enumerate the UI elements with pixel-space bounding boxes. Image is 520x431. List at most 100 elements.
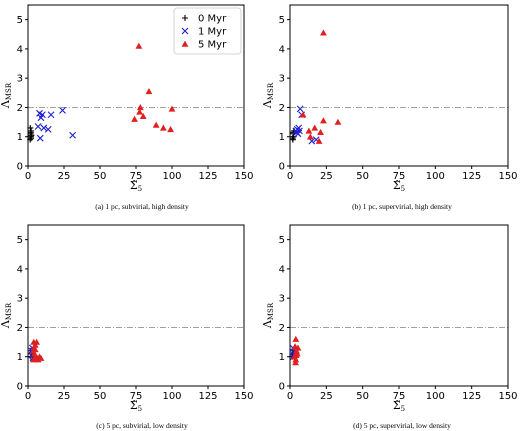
y-tick-label: 5 xyxy=(279,15,285,26)
data-point-x xyxy=(34,123,42,130)
x-tick-label: 25 xyxy=(58,171,71,182)
panel-caption: (d) 5 pc, supervirial, low density xyxy=(353,421,451,430)
data-point-x xyxy=(39,111,46,119)
y-tick-label: 1 xyxy=(17,132,23,143)
axes-frame xyxy=(289,4,509,167)
y-tick-label: 3 xyxy=(17,74,23,85)
x-tick-label: 0 xyxy=(287,171,293,182)
y-tick-label: 2 xyxy=(279,103,285,114)
legend-box xyxy=(173,7,242,55)
panel-caption: (c) 5 pc, subvirial, low density xyxy=(96,421,188,430)
x-tick-label: 75 xyxy=(130,391,143,402)
x-tick-label: 100 xyxy=(426,171,445,182)
axes-frame xyxy=(289,224,509,387)
data-point-triangle xyxy=(306,133,314,140)
y-tick-label: 4 xyxy=(279,44,285,55)
y-tick-label: 5 xyxy=(279,235,285,246)
axes-frame xyxy=(27,224,245,387)
y-tick-label: 2 xyxy=(17,103,23,114)
data-point-triangle xyxy=(294,344,302,351)
data-point-plus xyxy=(290,129,297,136)
x-tick-label: 125 xyxy=(462,391,481,402)
data-point-x xyxy=(36,134,44,142)
data-point-triangle xyxy=(152,121,160,128)
data-point-triangle xyxy=(37,354,45,361)
y-tick-label: 0 xyxy=(17,162,23,173)
data-point-triangle xyxy=(292,359,299,366)
legend-label: 1 Myr xyxy=(198,27,227,38)
y-tick-label: 0 xyxy=(279,162,285,173)
panel-caption: (a) 1 pc, subvirial, high density xyxy=(95,202,189,211)
data-point-triangle xyxy=(136,108,143,115)
y-tick-label: 1 xyxy=(279,352,285,363)
y-tick-label: 4 xyxy=(17,44,23,55)
legend-marker xyxy=(181,27,189,35)
data-point-triangle xyxy=(320,29,327,36)
x-tick-label: 50 xyxy=(94,171,107,182)
legend-marker xyxy=(181,40,189,47)
x-tick-label: 125 xyxy=(198,391,217,402)
legend-marker xyxy=(182,15,188,21)
data-point-plus xyxy=(27,129,34,136)
data-point-triangle xyxy=(145,87,153,95)
data-point-triangle xyxy=(159,124,167,131)
legend-label: 5 Myr xyxy=(198,40,227,51)
x-tick-label: 150 xyxy=(234,171,253,182)
x-tick-label: 100 xyxy=(426,391,445,402)
legend-label: 0 Myr xyxy=(198,14,227,25)
x-tick-label: 150 xyxy=(498,171,517,182)
x-tick-label: 0 xyxy=(25,391,31,402)
y-axis-label: ΛMSR xyxy=(261,302,275,329)
y-axis-label: ΛMSR xyxy=(0,82,13,109)
data-point-x xyxy=(44,126,52,133)
data-point-triangle xyxy=(30,356,38,363)
data-point-triangle xyxy=(334,118,342,125)
data-point-x xyxy=(59,106,66,114)
data-point-triangle xyxy=(167,126,174,133)
data-point-triangle xyxy=(135,42,143,49)
data-point-triangle xyxy=(315,137,323,144)
y-tick-label: 5 xyxy=(17,15,23,26)
x-tick-label: 150 xyxy=(234,391,253,402)
data-point-triangle xyxy=(136,104,144,111)
x-tick-label: 50 xyxy=(94,391,107,402)
data-point-x xyxy=(69,131,77,139)
x-tick-label: 0 xyxy=(287,391,293,402)
y-tick-label: 3 xyxy=(17,294,23,305)
y-tick-label: 1 xyxy=(17,352,23,363)
data-point-plus xyxy=(28,135,35,142)
x-tick-label: 25 xyxy=(320,171,333,182)
y-tick-label: 2 xyxy=(279,323,285,334)
x-tick-label: 0 xyxy=(25,171,31,182)
y-tick-label: 3 xyxy=(279,294,285,305)
data-point-triangle xyxy=(33,338,41,345)
x-tick-label: 125 xyxy=(198,171,217,182)
x-tick-label: 125 xyxy=(462,171,481,182)
data-point-triangle xyxy=(131,115,138,122)
panel-caption: (b) 1 pc, supervirial, high density xyxy=(352,202,452,211)
data-point-triangle xyxy=(168,105,176,112)
y-tick-label: 0 xyxy=(17,382,23,393)
y-axis-label: ΛMSR xyxy=(0,302,13,329)
data-point-triangle xyxy=(292,356,300,363)
data-point-triangle xyxy=(305,127,313,134)
data-point-triangle xyxy=(292,351,300,358)
data-point-x xyxy=(293,128,300,136)
x-tick-label: 75 xyxy=(393,391,406,402)
data-point-x xyxy=(47,111,55,119)
data-point-triangle xyxy=(292,335,300,342)
y-tick-label: 3 xyxy=(279,74,285,85)
y-tick-label: 4 xyxy=(17,264,23,275)
data-point-triangle xyxy=(299,111,307,118)
x-tick-label: 150 xyxy=(498,391,517,402)
y-tick-label: 1 xyxy=(279,132,285,143)
x-tick-label: 100 xyxy=(162,391,181,402)
data-point-triangle xyxy=(311,124,319,131)
data-point-triangle xyxy=(317,128,324,136)
x-tick-label: 75 xyxy=(130,171,143,182)
x-tick-label: 25 xyxy=(58,391,71,402)
